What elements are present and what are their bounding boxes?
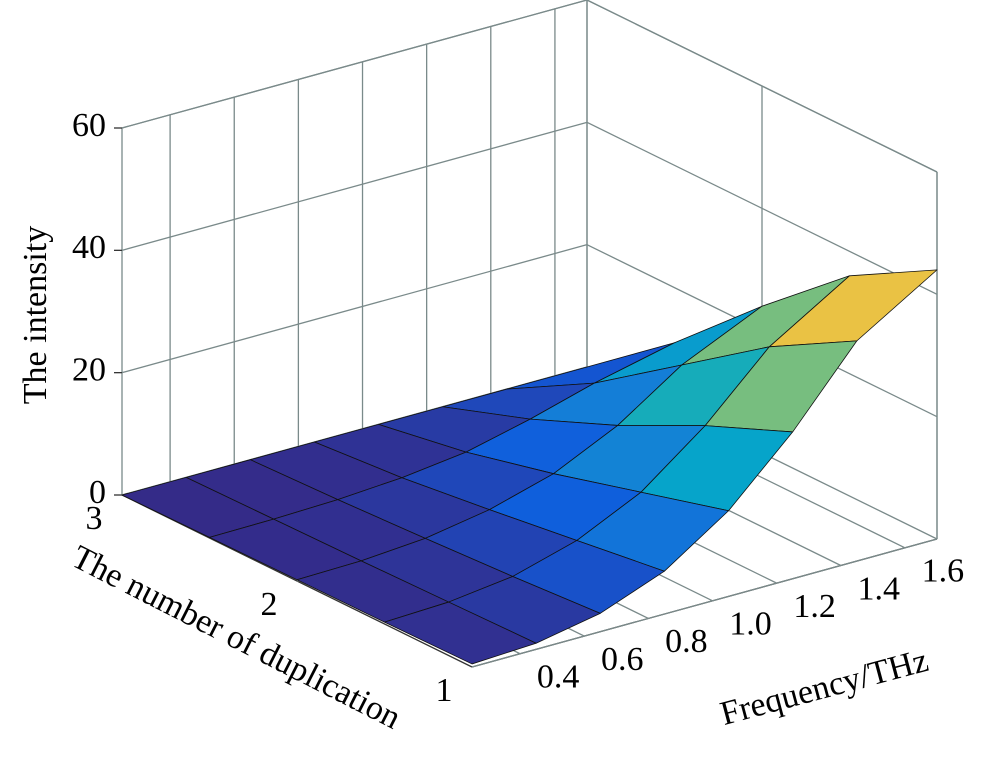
z-tick-label: 60: [72, 107, 106, 144]
grid-line: [121, 121, 588, 251]
y-tick-label: 2: [261, 586, 278, 623]
z-axis-label: The intensity: [17, 226, 54, 404]
x-tick-label: 1.6: [922, 553, 965, 590]
x-axis-label: Frequency/THz: [716, 642, 932, 733]
x-tick-label: 1.0: [729, 606, 772, 643]
z-tick-label: 20: [72, 351, 106, 388]
x-tick-label: 1.4: [858, 570, 901, 607]
x-tick-label: 0.8: [665, 623, 708, 660]
grid-line: [121, 244, 588, 374]
x-tick-label: 0.6: [601, 641, 644, 678]
grid-line: [121, 0, 588, 129]
surface-patch: [384, 601, 537, 665]
grid-line: [471, 538, 938, 668]
z-tick-label: 0: [89, 474, 106, 511]
y-tick-label: 1: [436, 672, 453, 709]
x-tick-label: 1.2: [793, 588, 836, 625]
z-tick-label: 40: [72, 229, 106, 266]
x-tick-label: 0.4: [537, 659, 580, 696]
y-tick-label: 3: [86, 500, 103, 537]
